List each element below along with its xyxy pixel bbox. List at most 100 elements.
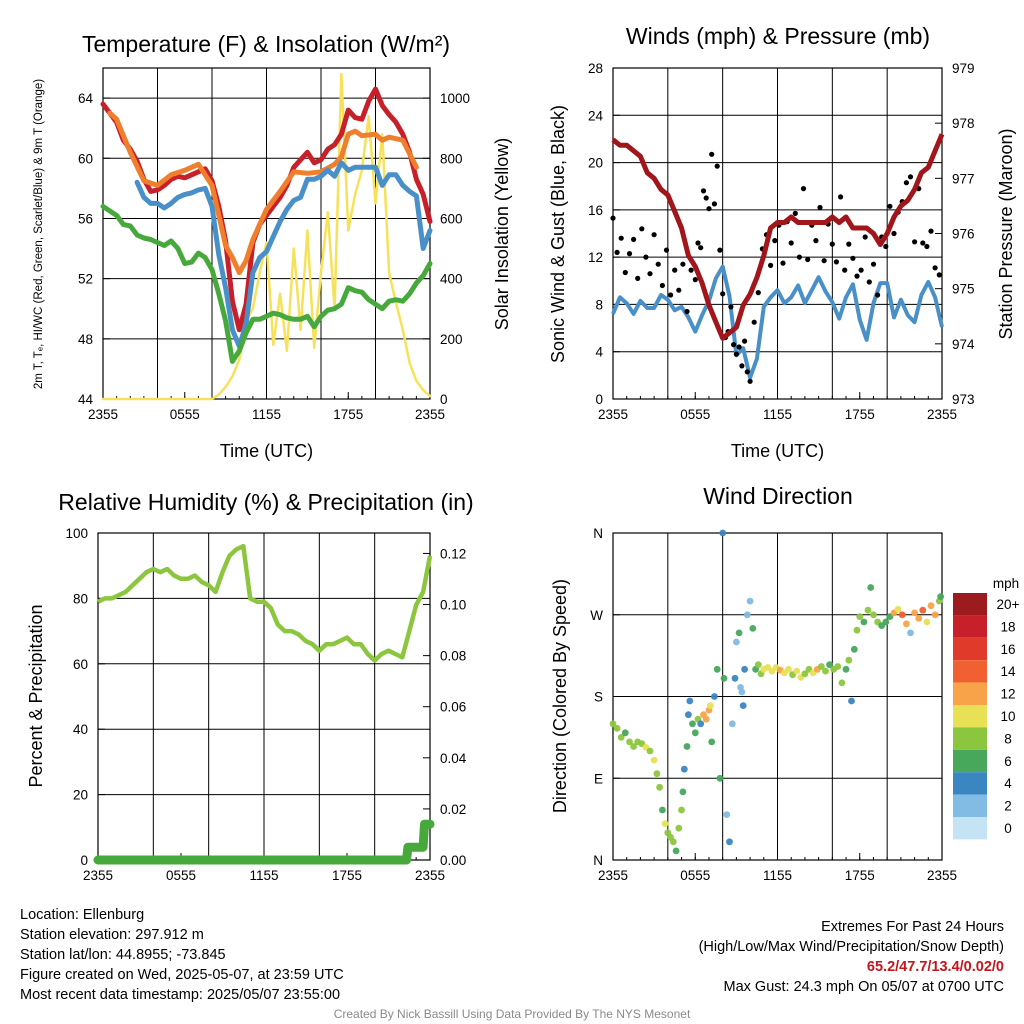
winds-xtick-label: 1755 (845, 407, 875, 422)
gust-point (659, 282, 666, 289)
direction-point (749, 625, 757, 632)
direction-point (675, 824, 683, 832)
direction-point (864, 606, 872, 614)
speed-legend-swatch (953, 637, 987, 661)
gust-point (731, 342, 737, 348)
direction-point (680, 765, 688, 773)
direction-point (656, 783, 663, 791)
humidity-title: Relative Humidity (%) & Precipitation (i… (58, 489, 473, 515)
temperature-xtick-label: 2355 (88, 407, 118, 422)
direction-point (711, 693, 718, 700)
gust-point (800, 186, 807, 192)
direction-point (754, 661, 762, 669)
winds-ytick-right-label: 975 (952, 282, 975, 297)
gust-point (887, 203, 893, 209)
gust-point (680, 261, 686, 267)
direction-point (931, 611, 939, 619)
humidity-ytick-right-label: 0.10 (440, 598, 466, 613)
humidity-series-precipitation (93, 819, 435, 865)
gust-point (768, 262, 774, 268)
created-text: Figure created on Wed, 2025-05-07, at 23… (20, 967, 344, 983)
direction-point (728, 720, 736, 728)
gust-point (728, 304, 734, 310)
gust-point (920, 240, 926, 246)
temperature-ytick-label: 64 (78, 91, 94, 106)
gust-point (875, 292, 881, 298)
direction-point (848, 697, 855, 705)
wind_direction-xtick-label: 2355 (927, 868, 957, 883)
wind-direction-points (609, 529, 944, 855)
direction-point (818, 663, 825, 670)
wind_direction-xtick-label: 0555 (680, 868, 710, 883)
winds-ytick-label: 24 (588, 108, 604, 123)
gust-point (813, 238, 819, 244)
direction-point (911, 609, 918, 617)
direction-point (630, 743, 637, 750)
humidity-ytick-right-label: 0.06 (440, 700, 466, 715)
gust-point (672, 267, 678, 273)
gust-point (614, 249, 620, 255)
temperature-xtick-label: 1755 (333, 407, 363, 422)
direction-point (856, 613, 864, 620)
humidity-xtick-label: 1155 (249, 868, 278, 883)
gust-point (747, 378, 753, 384)
speed-legend-label: 10 (1000, 709, 1015, 724)
direction-point (609, 720, 617, 728)
direction-point (850, 645, 858, 653)
winds-panel: 2355 0555 1155 1755 2355 Winds (mph) & Pressu… (548, 23, 1016, 461)
winds-ytick-right-label: 973 (952, 392, 975, 407)
winds-xtick-label: 1155 (763, 407, 792, 422)
gust-point (736, 344, 742, 350)
max-gust-text: Max Gust: 24.3 mph On 05/07 at 0700 UTC (723, 979, 1004, 995)
gust-point (891, 230, 897, 237)
gust-point (788, 240, 794, 246)
gust-point (903, 180, 910, 186)
speed-legend-swatch (953, 660, 987, 683)
temperature-ytick-right-label: 400 (440, 272, 463, 287)
humidity-ytick-label: 100 (65, 526, 88, 541)
wind_direction-ytick-label: E (594, 771, 603, 786)
direction-point (826, 661, 833, 669)
gust-point (631, 236, 637, 242)
gust-point (772, 238, 778, 244)
temperature-ylabel-left: 2m T, Tₑ, HI/WC (Red, Green, Scarlet/Blu… (33, 79, 45, 389)
direction-point (927, 602, 935, 610)
humidity-grid (152, 533, 376, 860)
gust-point (692, 277, 698, 283)
gust-point (668, 292, 674, 298)
wind_direction-title: Wind Direction (703, 483, 853, 509)
speed-legend-swatch (953, 593, 987, 616)
direction-point (903, 620, 910, 628)
speed-legend-label: 20+ (997, 597, 1020, 612)
extremes-subtitle: (High/Low/Max Wind/Precipitation/Snow De… (698, 939, 1004, 955)
gust-point (709, 151, 715, 157)
gust-point (780, 260, 786, 266)
station-info: Location: Ellenburg Station elevation: 2… (20, 905, 344, 1005)
gust-point (739, 363, 745, 369)
direction-point (650, 756, 658, 764)
gust-point (610, 215, 616, 221)
gust-point (703, 195, 709, 201)
direction-point (741, 665, 748, 673)
direction-point (867, 584, 875, 591)
extremes-info: Extremes For Past 24 Hours (High/Low/Max… (699, 917, 1004, 997)
direction-point (672, 847, 680, 855)
direction-point (870, 611, 877, 619)
wind_direction-ytick-label: S (594, 690, 603, 705)
winds-grid (667, 68, 888, 399)
wind_direction-ytick-label: W (590, 608, 603, 623)
gust-point (833, 259, 840, 265)
direction-point (723, 811, 731, 818)
humidity-xtick-label: 0555 (166, 868, 196, 883)
wind_direction-ytick-label: N (593, 853, 603, 868)
winds-ytick-right-label: 976 (952, 227, 975, 242)
direction-point (731, 674, 739, 682)
humidity-ytick-label: 0 (80, 853, 88, 868)
gust-point (695, 240, 701, 246)
gust-point (643, 254, 649, 260)
elevation-text: Station elevation: 297.912 m (20, 927, 204, 943)
speed-legend-label: 14 (1000, 664, 1016, 679)
temperature-xtick-label: 0555 (170, 407, 200, 422)
direction-point (613, 724, 621, 732)
direction-point (853, 626, 861, 634)
